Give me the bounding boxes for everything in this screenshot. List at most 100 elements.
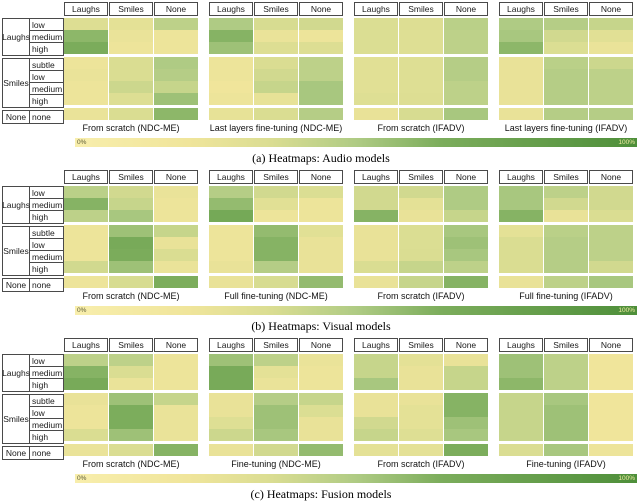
heatmap-cell — [444, 69, 488, 81]
heatmap-cell — [209, 186, 253, 198]
heatmap-row-group — [499, 393, 633, 441]
column-header: None — [444, 170, 488, 184]
heatmap-row-group — [499, 354, 633, 390]
heatmap-cell — [544, 18, 588, 30]
heatmap-row-group — [209, 276, 343, 288]
row-level-label: medium — [30, 252, 63, 263]
heatmap-row — [209, 210, 343, 222]
heatmap-cell — [299, 354, 343, 366]
scale-max-label: 100% — [618, 139, 635, 146]
heatmap-row — [209, 30, 343, 42]
heatmap: Laughs Smiles None From scratch (IFADV) — [354, 338, 488, 469]
heatmap-cell — [64, 417, 108, 429]
heatmap-row-group — [209, 18, 343, 54]
heatmap-cell — [109, 108, 153, 120]
heatmap-row-group — [354, 57, 488, 105]
heatmap-cell — [589, 393, 633, 405]
heatmap-cell — [109, 93, 153, 105]
row-group-label: Smiles — [3, 59, 30, 107]
heatmap-cell — [209, 354, 253, 366]
column-header: Laughs — [499, 170, 543, 184]
scale-max-label: 100% — [618, 475, 635, 482]
column-header: None — [444, 338, 488, 352]
column-headers: Laughs Smiles None — [499, 2, 633, 16]
heatmap: Laughs Smiles None From scratch (NDC-ME) — [64, 338, 198, 469]
heatmap-cell — [589, 198, 633, 210]
heatmap-row — [64, 417, 198, 429]
heatmap-row — [64, 429, 198, 441]
heatmap-row — [209, 444, 343, 456]
column-header: None — [299, 170, 343, 184]
heatmap-cell — [64, 198, 108, 210]
heatmap-cell — [299, 42, 343, 54]
heatmap-cell — [209, 18, 253, 30]
section-b: Laughs low medium high Smiles subtle low medium… — [2, 170, 640, 334]
row-group-block: Smiles subtle low medium high — [2, 58, 64, 108]
heatmap-cell — [589, 81, 633, 93]
heatmap-cell — [299, 198, 343, 210]
column-header: None — [154, 338, 198, 352]
heatmap-cell — [354, 108, 398, 120]
heatmap-row — [354, 225, 488, 237]
heatmap-cell — [399, 69, 443, 81]
heatmap-cell — [64, 366, 108, 378]
row-level-label: low — [30, 19, 63, 31]
heatmap-cell — [399, 18, 443, 30]
heatmap-cell — [399, 405, 443, 417]
heatmap-cell — [444, 81, 488, 93]
heatmap-row-group — [354, 186, 488, 222]
heatmap-cell — [354, 210, 398, 222]
heatmap-row — [354, 378, 488, 390]
heatmap-cell — [499, 81, 543, 93]
heatmap-cell — [254, 417, 298, 429]
heatmap-cell — [209, 30, 253, 42]
row-level-label: medium — [30, 32, 63, 43]
heatmap-cell — [354, 405, 398, 417]
heatmap-row — [64, 366, 198, 378]
heatmap-cell — [254, 42, 298, 54]
heatmap-cell — [399, 393, 443, 405]
heatmap-cell — [544, 57, 588, 69]
heatmap-cell — [354, 261, 398, 273]
heatmap-cell — [444, 42, 488, 54]
heatmap-cell — [589, 429, 633, 441]
heatmap-row-group — [64, 225, 198, 273]
column-header: Smiles — [544, 338, 588, 352]
row-labels: Laughs low medium high Smiles subtle low medium… — [2, 18, 64, 124]
heatmap-cell — [209, 81, 253, 93]
row-level-labels: none — [30, 447, 63, 459]
heatmap-cell — [499, 108, 543, 120]
heatmap-cell — [64, 93, 108, 105]
row-group-label: Laughs — [2, 19, 30, 55]
heatmap-row — [499, 444, 633, 456]
heatmap-cell — [109, 210, 153, 222]
column-header: Laughs — [64, 170, 108, 184]
column-headers: Laughs Smiles None — [354, 338, 488, 352]
row-level-label: none — [32, 280, 51, 290]
heatmap-cell — [109, 81, 153, 93]
heatmap-row-group — [64, 186, 198, 222]
column-header: None — [589, 2, 633, 16]
heatmap-cell — [544, 42, 588, 54]
heatmap-row — [64, 93, 198, 105]
heatmap-cell — [399, 366, 443, 378]
heatmap-cell — [354, 417, 398, 429]
heatmap-cell — [254, 81, 298, 93]
heatmap-row — [64, 444, 198, 456]
heatmap-cell — [399, 93, 443, 105]
heatmap-row — [209, 354, 343, 366]
heatmap: Laughs Smiles None From scratch (NDC-ME) — [64, 170, 198, 301]
heatmap-cell — [399, 429, 443, 441]
heatmap-cell — [444, 249, 488, 261]
heatmap-cell — [209, 405, 253, 417]
heatmap-cell — [499, 93, 543, 105]
heatmap-row-group — [209, 225, 343, 273]
heatmap-row — [499, 237, 633, 249]
row-level-labels: low medium high — [30, 355, 63, 391]
heatmap-group-row: Laughs low medium high Smiles subtle low medium… — [2, 2, 640, 133]
row-level-label: high — [32, 264, 49, 274]
heatmap-cell — [254, 393, 298, 405]
heatmap-row-group — [499, 186, 633, 222]
row-level-label: none — [32, 112, 51, 122]
column-header: None — [589, 170, 633, 184]
